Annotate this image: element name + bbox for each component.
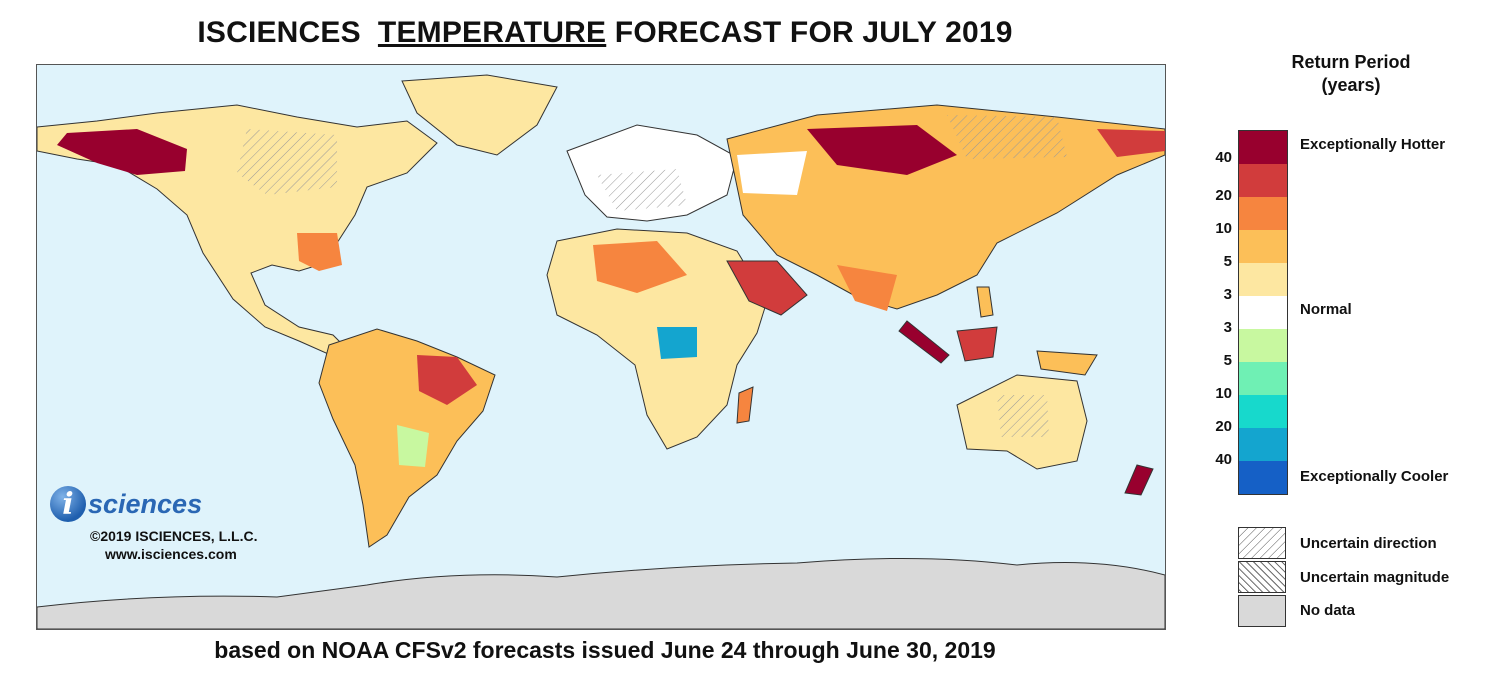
- africa: [546, 228, 768, 450]
- scale-swatch-10: [1239, 461, 1287, 494]
- scale-tick-label: 5: [1223, 253, 1232, 270]
- scale-swatch-0: [1239, 131, 1287, 164]
- scale-swatch-6: [1239, 329, 1287, 362]
- scale-tick-label: 3: [1223, 319, 1232, 336]
- new-zealand: [1124, 464, 1154, 496]
- normal-label: Normal: [1300, 301, 1352, 318]
- siberia-hatch: [947, 115, 1067, 159]
- website-text: www.isciences.com: [105, 546, 237, 562]
- color-scale: [1238, 130, 1288, 495]
- scale-tick-label: 3: [1223, 286, 1232, 303]
- hot-label: Exceptionally Hotter: [1300, 136, 1446, 153]
- scale-tick-label: 5: [1223, 352, 1232, 369]
- uncertain-direction-swatch: [1238, 527, 1286, 559]
- sumatra: [898, 320, 950, 364]
- hatch-magnitude-icon: [1239, 562, 1285, 592]
- title-suffix: FORECAST FOR JULY 2019: [614, 16, 1013, 49]
- scale-tick-label: 20: [1215, 418, 1232, 435]
- scale-tick-label: 20: [1215, 187, 1232, 204]
- congo-cool: [657, 327, 697, 359]
- map-title: ISCIENCES TEMPERATURE FORECAST FOR JULY …: [0, 16, 1210, 50]
- siberia-hot: [807, 125, 957, 175]
- madagascar: [736, 386, 754, 424]
- argentina-cool: [397, 425, 429, 467]
- far-east-hot: [1097, 129, 1165, 157]
- logo-i-icon: i: [50, 486, 86, 522]
- legend-title-line1: Return Period: [1291, 52, 1411, 72]
- scale-swatch-5: [1239, 296, 1287, 329]
- sahel-hot: [593, 241, 687, 293]
- arabia: [726, 260, 808, 316]
- world-map-canvas: [37, 74, 1165, 629]
- scale-swatch-8: [1239, 395, 1287, 428]
- scale-tick-label: 10: [1215, 385, 1232, 402]
- new-guinea: [1036, 350, 1098, 376]
- no-data-swatch: [1238, 595, 1286, 627]
- australia-hatch: [997, 395, 1049, 437]
- central-asia-white: [737, 151, 807, 195]
- scale-swatch-7: [1239, 362, 1287, 395]
- world-map[interactable]: [36, 64, 1166, 630]
- logo-mark: i sciences: [50, 486, 290, 522]
- india-hot: [837, 265, 897, 311]
- scale-swatch-1: [1239, 164, 1287, 197]
- title-prefix: ISCIENCES: [197, 16, 361, 49]
- philippines: [976, 286, 994, 318]
- canada-hatch: [237, 129, 337, 195]
- cool-label: Exceptionally Cooler: [1300, 468, 1449, 485]
- legend-title: Return Period (years): [1262, 51, 1440, 97]
- uncertain-direction-label: Uncertain direction: [1300, 535, 1437, 552]
- title-variable: TEMPERATURE: [377, 16, 607, 49]
- scale-tick-label: 40: [1215, 451, 1232, 468]
- scale-tick-label: 40: [1215, 149, 1232, 166]
- isciences-logo: i sciences ©2019 ISCIENCES, L.L.C. www.i…: [50, 486, 290, 562]
- scale-swatch-9: [1239, 428, 1287, 461]
- forecast-caption: based on NOAA CFSv2 forecasts issued Jun…: [214, 637, 996, 663]
- uncertain-magnitude-swatch: [1238, 561, 1286, 593]
- no-data-label: No data: [1300, 602, 1356, 619]
- alaska-hot: [57, 129, 187, 175]
- uncertain-magnitude-label: Uncertain magnitude: [1300, 569, 1450, 586]
- greenland: [401, 74, 558, 156]
- logo-wordmark: sciences: [88, 488, 203, 519]
- copyright-text: ©2019 ISCIENCES, L.L.C.: [90, 528, 258, 544]
- hatch-direction-icon: [1239, 528, 1285, 558]
- us-east-hot: [297, 233, 342, 271]
- borneo: [956, 326, 998, 362]
- brazil-hot: [417, 355, 477, 405]
- europe-hatch: [597, 169, 687, 211]
- scale-swatch-2: [1239, 197, 1287, 230]
- scale-tick-label: 10: [1215, 220, 1232, 237]
- antarctica: [37, 557, 1165, 629]
- scale-swatch-4: [1239, 263, 1287, 296]
- scale-swatch-3: [1239, 230, 1287, 263]
- legend-title-line2: (years): [1321, 75, 1381, 95]
